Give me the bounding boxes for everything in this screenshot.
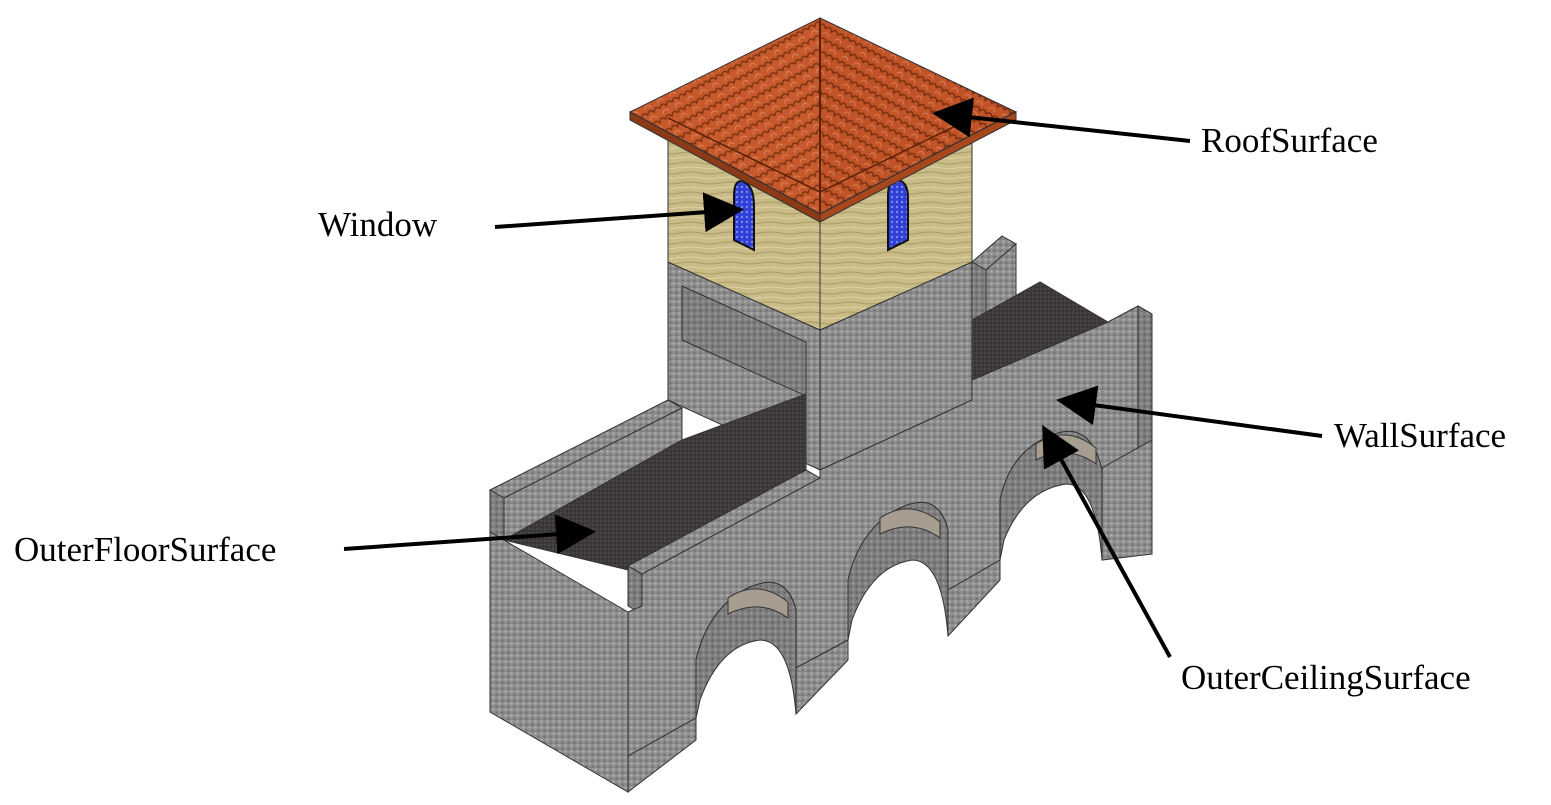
arrow-wall: [1056, 385, 1323, 438]
window-left: [733, 180, 755, 252]
label-window: Window: [318, 205, 438, 244]
leader-arrows: [343, 97, 1323, 658]
arrow-outer-floor: [343, 514, 596, 555]
arrow-window: [494, 192, 744, 233]
label-outer-floor-surface: OuterFloorSurface: [14, 530, 276, 569]
window-right: [887, 178, 909, 252]
roof-surface: [628, 17, 1018, 223]
arrow-roof: [932, 97, 1191, 143]
bridge-back-right-section: [971, 235, 1110, 381]
wall-surface-front: [627, 305, 1153, 794]
bridge-back-left-section: [488, 399, 684, 541]
label-roof-surface: RoofSurface: [1201, 121, 1378, 160]
arrow-outer-ceiling: [1042, 424, 1172, 658]
label-wall-surface: WallSurface: [1334, 416, 1506, 455]
label-outer-ceiling-surface: OuterCeilingSurface: [1181, 658, 1471, 697]
